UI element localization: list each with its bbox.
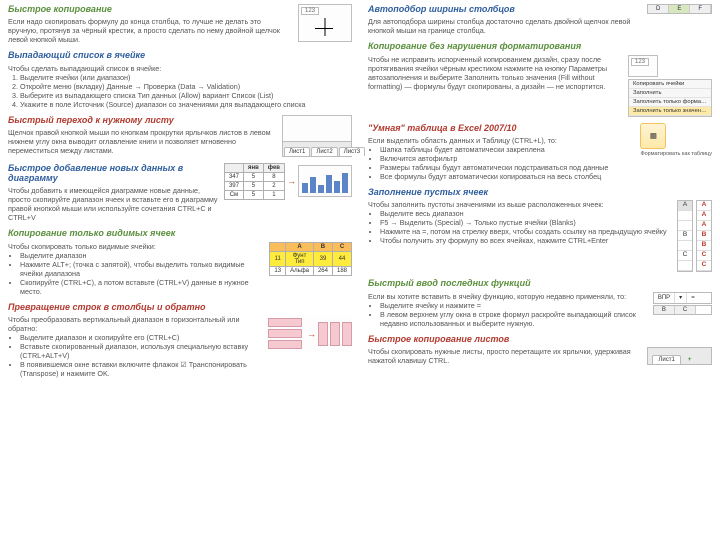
- formula-bar-illustration: ВПР ▾ = B C: [653, 292, 712, 315]
- tip-heading: Копирование только видимых ячеек: [8, 228, 352, 238]
- tip-bullets: Выделите ячейку и нажмите = В левом верх…: [380, 301, 647, 328]
- tip-body: Чтобы сделать выпадающий список в ячейке…: [8, 64, 352, 73]
- tip-heading: Заполнение пустых ячеек: [368, 187, 712, 197]
- tip-body: Щелчок правой кнопкой мыши по кнопкам пр…: [8, 128, 276, 155]
- tip-body: Чтобы скопировать нужные листы, просто п…: [368, 347, 641, 365]
- tip-fast-copy: Быстрое копирование Если надо скопироват…: [8, 4, 352, 44]
- tip-fill-blanks: Заполнение пустых ячеек Чтобы заполнить …: [368, 187, 712, 272]
- tip-heading: Выпадающий список в ячейке: [8, 50, 352, 60]
- autofill-menu-illustration: 123 Копировать ячейки Заполнить Заполнит…: [628, 55, 712, 117]
- tip-body: Чтобы не исправить испорченный копирован…: [368, 55, 622, 91]
- plus-icon: +: [683, 356, 697, 364]
- sheet-tab-copy-illustration: Лист1 +: [647, 347, 712, 365]
- tip-body: Для автоподбора ширины столбца достаточн…: [368, 17, 641, 35]
- autofill-cross-icon: 123: [298, 4, 352, 42]
- arrow-right-icon: →: [307, 329, 316, 339]
- tip-add-to-chart: Быстрое добавление новых данных в диагра…: [8, 163, 352, 223]
- tip-heading: Быстрый ввод последних функций: [368, 278, 712, 288]
- tip-body: Чтобы заполнить пустоты значениями из вы…: [368, 200, 671, 209]
- tip-sheet-nav: Быстрый переход к нужному листу Щелчок п…: [8, 115, 352, 157]
- table-icon: ▦: [640, 123, 666, 149]
- column-before: ABC: [677, 200, 693, 272]
- format-as-table-icon: ▦ Форматировать как таблицу: [640, 123, 712, 158]
- tip-body: Если вы хотите вставить в ячейку функцию…: [368, 292, 647, 301]
- tip-heading: Быстрое копирование: [8, 4, 292, 14]
- tip-heading: Быстрое копирование листов: [368, 334, 712, 344]
- tip-body: Чтобы преобразовать вертикальный диапазо…: [8, 315, 259, 333]
- sheet-tab-illustration: Лист1 Лист2 Лист3: [282, 115, 352, 157]
- column-after: AAABBCC: [696, 200, 712, 272]
- tip-bullets: Выделите диапазон Нажмите ALT+; (точка с…: [20, 251, 263, 296]
- chart-illustration: янвфев 34758 39752 См51 →: [224, 163, 352, 200]
- tip-heading: Автоподбор ширины столбцов: [368, 4, 641, 14]
- tip-heading: Быстрый переход к нужному листу: [8, 115, 276, 125]
- tip-transpose: Превращение строк в столбцы и обратно Чт…: [8, 302, 352, 378]
- transpose-illustration: →: [265, 315, 352, 352]
- tip-steps: Выделите ячейки (или диапазон) Откройте …: [20, 73, 352, 109]
- mini-data-table: янвфев 34758 39752 См51: [224, 163, 285, 200]
- tip-heading: Быстрое добавление новых данных в диагра…: [8, 163, 218, 184]
- left-column: Быстрое копирование Если надо скопироват…: [0, 0, 360, 540]
- tip-autofit: Автоподбор ширины столбцов Для автоподбо…: [368, 4, 712, 35]
- tip-dropdown-cell: Выпадающий список в ячейке Чтобы сделать…: [8, 50, 352, 108]
- tip-body: Если выделить область данных и Таблицу (…: [368, 136, 634, 145]
- tip-smart-table: "Умная" таблица в Excel 2007/10 Если выд…: [368, 123, 712, 181]
- tip-paste-no-format: Копирование без нарушения форматирования…: [368, 41, 712, 116]
- tip-copy-sheet: Быстрое копирование листов Чтобы скопиро…: [368, 334, 712, 365]
- fill-blanks-illustration: ABC AAABBCC: [677, 200, 712, 272]
- tip-visible-only: Копирование только видимых ячеек Чтобы с…: [8, 228, 352, 295]
- name-box: ВПР: [654, 293, 675, 303]
- tip-body: Если надо скопировать формулу до конца с…: [8, 17, 292, 44]
- column-header-illustration: D E F: [647, 4, 712, 14]
- filter-table: ABC 11Фунт Тип3944 13Альфа264188: [269, 242, 352, 276]
- tip-heading: Копирование без нарушения форматирования: [368, 41, 712, 51]
- tip-body: Чтобы скопировать только видимые ячейки:: [8, 242, 263, 251]
- arrow-right-icon: →: [287, 176, 296, 186]
- mini-bar-chart: [300, 167, 350, 195]
- dropdown-arrow-icon: ▾: [675, 293, 687, 303]
- sheet-tabs: Лист1 Лист2 Лист3: [282, 141, 352, 157]
- tip-bullets: Шапка таблицы будет автоматически закреп…: [380, 145, 634, 181]
- tip-heading: "Умная" таблица в Excel 2007/10: [368, 123, 634, 133]
- tip-bullets: Выделите диапазон и скопируйте его (CTRL…: [20, 333, 259, 378]
- tip-bullets: Выделите весь диапазон F5 → Выделить (Sp…: [380, 209, 671, 245]
- tip-body: Чтобы добавить к имеющейся диаграмме нов…: [8, 186, 218, 222]
- tip-heading: Превращение строк в столбцы и обратно: [8, 302, 352, 312]
- formula-input: =: [687, 293, 711, 303]
- right-column: Автоподбор ширины столбцов Для автоподбо…: [360, 0, 720, 540]
- context-menu: Копировать ячейки Заполнить Заполнить то…: [628, 79, 712, 117]
- tip-recent-fn: Быстрый ввод последних функций Если вы х…: [368, 278, 712, 327]
